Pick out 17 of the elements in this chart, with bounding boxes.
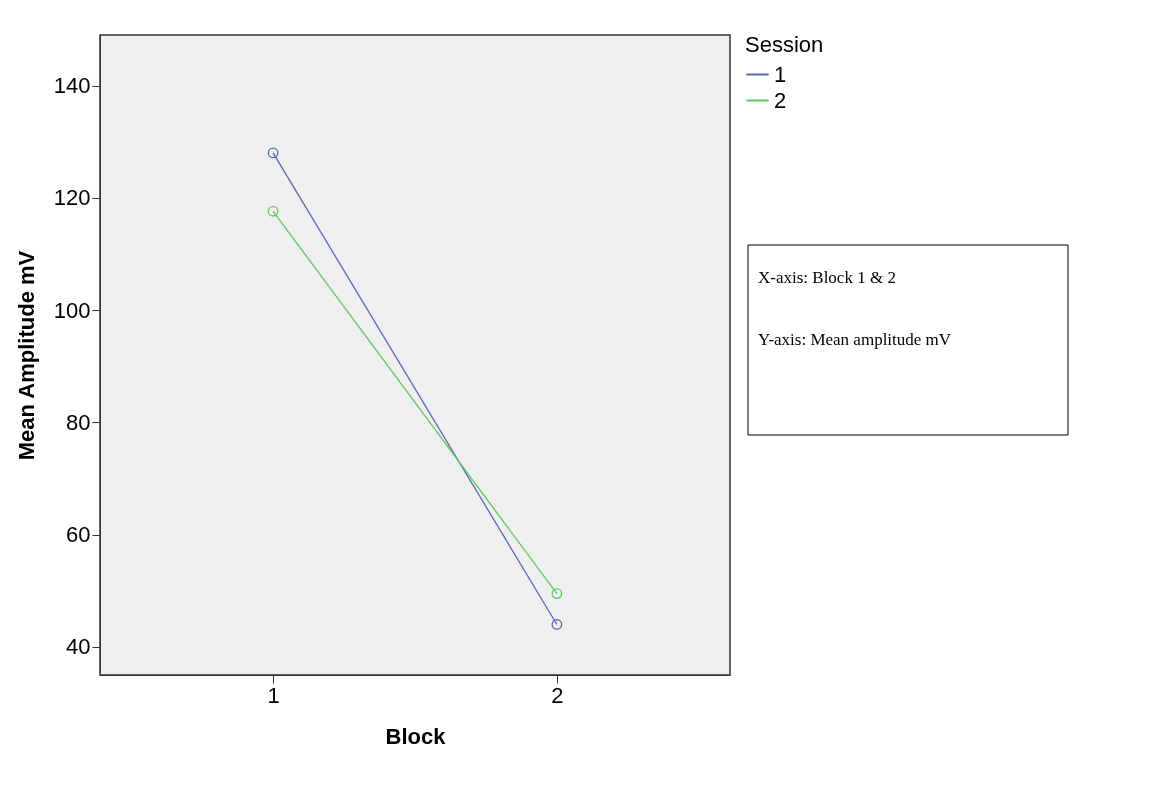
y-tick-label: 120 bbox=[53, 185, 91, 211]
point bbox=[551, 588, 563, 599]
x-axis-title: Block bbox=[385, 723, 447, 749]
point bbox=[551, 619, 563, 630]
y-tick-label: 60 bbox=[66, 522, 91, 548]
legend-title: Session bbox=[745, 32, 824, 57]
point bbox=[267, 205, 279, 217]
text: X-axis: Block 1 & 2 bbox=[758, 268, 896, 287]
y-axis-title: Mean Amplitude mV bbox=[13, 250, 39, 461]
y-tick-label: 40 bbox=[66, 634, 91, 660]
y-tick-label: 140 bbox=[53, 73, 91, 99]
text: Y-axis: Mean amplitude mV bbox=[758, 330, 952, 349]
point bbox=[267, 147, 279, 159]
legend-label: 2 bbox=[774, 87, 787, 113]
y-tick-label: 80 bbox=[66, 409, 91, 435]
y-tick-label: 100 bbox=[53, 297, 91, 323]
legend-label: 1 bbox=[774, 61, 787, 87]
